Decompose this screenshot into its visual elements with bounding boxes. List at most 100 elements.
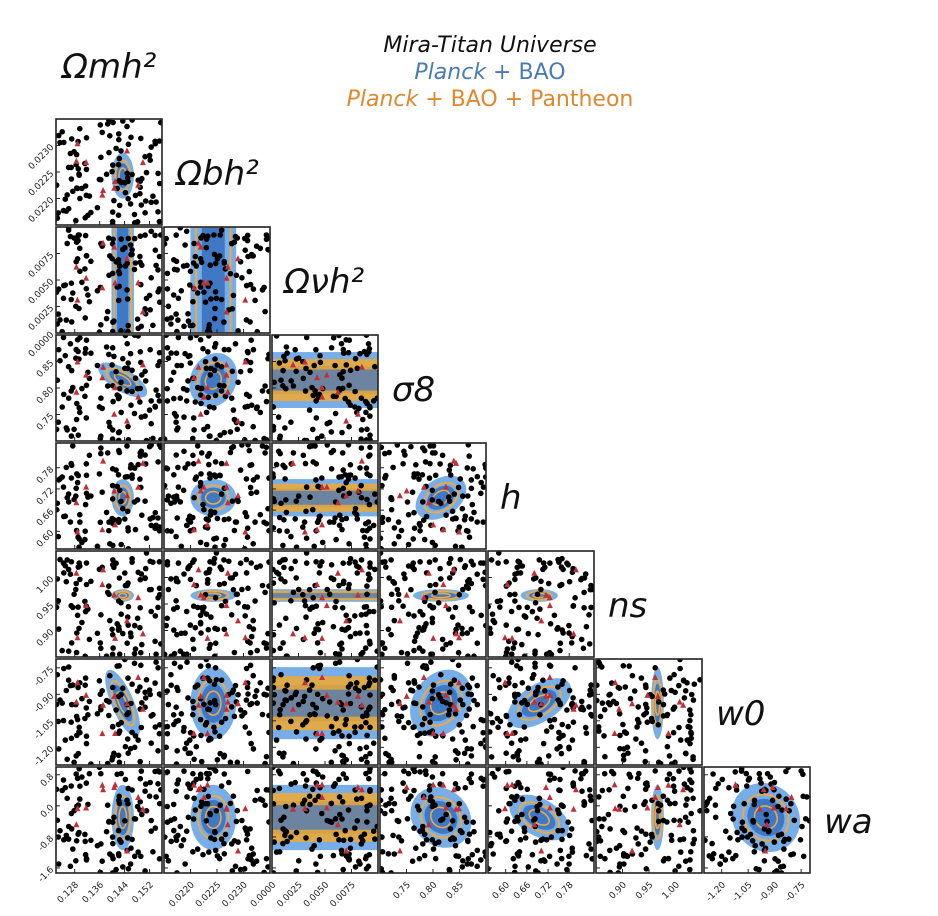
design-point [370, 522, 377, 529]
design-point [204, 328, 211, 333]
design-point [229, 868, 236, 873]
design-point [129, 472, 135, 478]
design-point [109, 362, 115, 368]
design-point [449, 736, 456, 742]
design-point [248, 490, 254, 497]
y-tick-label: 1.00 [35, 574, 56, 595]
design-point [596, 728, 602, 734]
design-point [234, 426, 241, 433]
design-point [300, 452, 307, 459]
design-point [421, 536, 428, 543]
design-point [77, 519, 83, 525]
design-point [74, 630, 80, 636]
design-point [138, 448, 145, 455]
design-point [615, 684, 622, 691]
design-point [82, 315, 88, 321]
design-point [266, 388, 270, 395]
fiducial-marker [224, 698, 231, 705]
design-point [685, 819, 691, 825]
design-point [164, 562, 171, 568]
design-point [380, 677, 384, 683]
fiducial-marker [538, 847, 545, 854]
design-point [148, 586, 154, 593]
design-point [110, 840, 116, 847]
design-point [185, 378, 191, 384]
design-point [717, 861, 723, 867]
design-point [547, 560, 553, 566]
design-point [558, 581, 565, 588]
design-point [116, 385, 123, 392]
design-point [460, 493, 466, 499]
design-point [59, 404, 65, 410]
design-point [300, 722, 306, 728]
design-point [295, 858, 302, 864]
x-tick-label: 0.78 [554, 880, 575, 901]
design-point [522, 835, 529, 841]
design-point [723, 828, 729, 834]
design-point [228, 612, 235, 618]
design-point [129, 171, 135, 178]
design-point [56, 289, 60, 295]
design-point [183, 398, 190, 404]
design-point [480, 576, 486, 583]
design-point [463, 712, 470, 719]
design-point [480, 783, 486, 789]
design-point [192, 476, 199, 482]
design-point [106, 712, 112, 719]
design-point [339, 752, 345, 759]
design-point [583, 623, 590, 630]
design-point [583, 730, 590, 736]
design-point [110, 645, 116, 651]
design-point [128, 402, 134, 408]
design-point [437, 461, 443, 467]
design-point [184, 651, 190, 657]
design-point [312, 797, 318, 804]
design-point [131, 650, 138, 657]
design-point [243, 476, 250, 482]
design-point [197, 663, 204, 669]
fiducial-marker [334, 499, 341, 506]
design-point [165, 493, 172, 499]
design-point [514, 793, 520, 800]
design-point [174, 427, 180, 433]
fiducial-marker [223, 459, 230, 466]
design-point [380, 866, 384, 872]
design-point [109, 209, 116, 215]
design-point [230, 793, 237, 799]
y-tick-label: -0.90 [33, 691, 57, 715]
fiducial-marker [652, 674, 659, 680]
fiducial-marker [139, 805, 146, 812]
design-point [185, 564, 192, 571]
design-point [156, 398, 162, 404]
design-point [315, 621, 321, 627]
fiducial-marker [223, 602, 230, 609]
design-point [390, 464, 396, 471]
design-point [566, 687, 573, 694]
design-point [113, 560, 119, 566]
design-point [610, 698, 617, 705]
design-point [352, 388, 358, 395]
design-point [303, 551, 310, 556]
fiducial-marker [509, 634, 516, 641]
design-point [276, 528, 283, 534]
design-point [125, 328, 131, 333]
design-point [688, 849, 694, 855]
design-point [629, 672, 636, 679]
design-point [315, 626, 322, 633]
design-point [118, 611, 124, 617]
design-point [557, 847, 564, 854]
y-tick-label: 0.78 [35, 465, 56, 486]
design-point [773, 868, 780, 873]
design-point [462, 784, 469, 791]
design-point [457, 556, 464, 563]
design-point [538, 578, 544, 585]
design-point [281, 517, 287, 523]
design-point [712, 814, 719, 821]
design-point [288, 598, 294, 604]
design-point [303, 614, 309, 620]
design-point [374, 648, 378, 654]
design-point [310, 392, 316, 399]
design-point [155, 170, 161, 177]
design-point [459, 864, 466, 870]
